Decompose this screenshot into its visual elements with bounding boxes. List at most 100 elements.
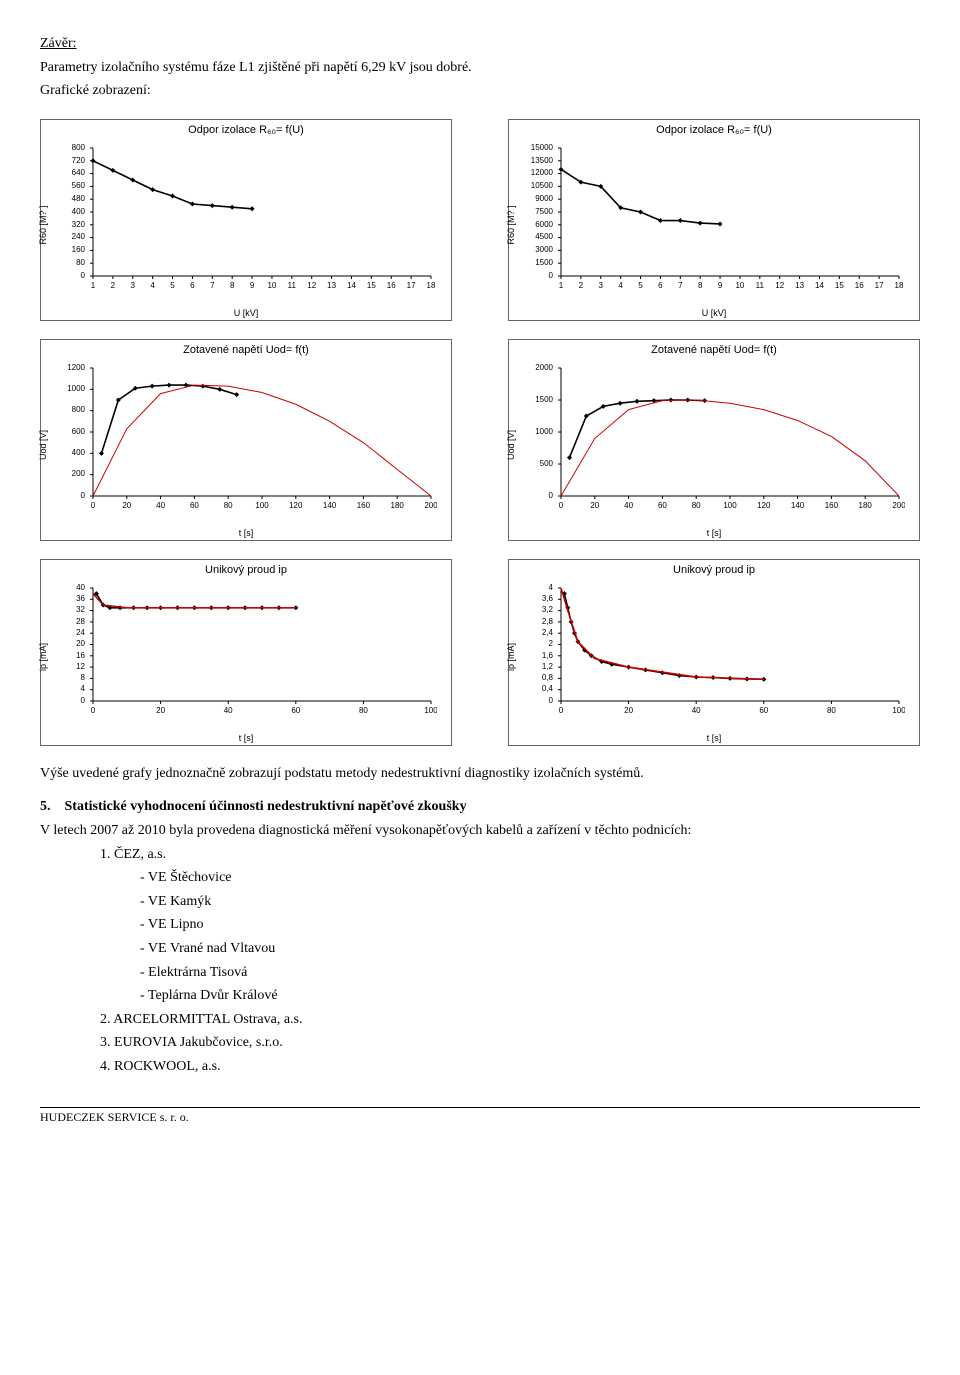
svg-text:80: 80	[359, 706, 368, 715]
y-tick-label: 0	[515, 271, 553, 280]
y-tick-label: 10500	[515, 181, 553, 190]
svg-text:12: 12	[307, 281, 316, 290]
svg-text:11: 11	[288, 281, 297, 290]
y-tick-label: 24	[47, 628, 85, 637]
svg-text:20: 20	[590, 501, 599, 510]
svg-text:10: 10	[267, 281, 276, 290]
svg-text:8: 8	[698, 281, 703, 290]
svg-text:5: 5	[170, 281, 175, 290]
list-item: - VE Lipno	[140, 915, 920, 935]
svg-text:0: 0	[559, 501, 564, 510]
svg-text:100: 100	[255, 501, 269, 510]
graficke-heading: Grafické zobrazení:	[40, 81, 920, 101]
y-tick-label: 1000	[47, 384, 85, 393]
svg-text:6: 6	[658, 281, 663, 290]
x-axis-label: t [s]	[707, 528, 722, 538]
y-tick-label: 720	[47, 156, 85, 165]
svg-text:180: 180	[391, 501, 405, 510]
svg-text:60: 60	[658, 501, 667, 510]
svg-text:160: 160	[825, 501, 839, 510]
svg-text:60: 60	[291, 706, 300, 715]
svg-text:100: 100	[892, 706, 905, 715]
y-tick-label: 12	[47, 662, 85, 671]
chart-uod-left: Zotavené napětí Uod= f(t)Uod [V]t [s]020…	[40, 339, 452, 541]
x-axis-label: U [kV]	[702, 308, 727, 318]
y-tick-label: 0,8	[515, 673, 553, 682]
svg-text:3: 3	[131, 281, 136, 290]
y-tick-label: 400	[47, 448, 85, 457]
y-tick-label: 2,8	[515, 617, 553, 626]
svg-text:200: 200	[424, 501, 437, 510]
y-tick-label: 32	[47, 605, 85, 614]
y-tick-label: 13500	[515, 156, 553, 165]
svg-text:40: 40	[156, 501, 165, 510]
svg-text:120: 120	[757, 501, 771, 510]
section-5-heading: 5. Statistické vyhodnocení účinnosti ned…	[40, 797, 920, 817]
svg-text:40: 40	[692, 706, 701, 715]
svg-text:0: 0	[559, 706, 564, 715]
y-tick-label: 500	[515, 459, 553, 468]
chart-r60-left: Odpor izolace R₆₀= f(U)R60 [M? ]U [kV]12…	[40, 119, 452, 321]
svg-text:60: 60	[190, 501, 199, 510]
y-tick-label: 0,4	[515, 684, 553, 693]
x-axis-label: t [s]	[707, 733, 722, 743]
y-tick-label: 12000	[515, 168, 553, 177]
y-tick-label: 8	[47, 673, 85, 682]
y-tick-label: 40	[47, 583, 85, 592]
y-tick-label: 3,6	[515, 594, 553, 603]
chart-title: Unikový proud ip	[41, 564, 451, 576]
list-item: 2. ARCELORMITTAL Ostrava, a.s.	[100, 1010, 920, 1030]
x-axis-label: t [s]	[239, 733, 254, 743]
company-list: 1. ČEZ, a.s.- VE Štěchovice- VE Kamýk- V…	[40, 845, 920, 1077]
svg-text:2: 2	[111, 281, 116, 290]
svg-text:140: 140	[323, 501, 337, 510]
y-tick-label: 2000	[515, 363, 553, 372]
svg-text:8: 8	[230, 281, 235, 290]
svg-text:4: 4	[618, 281, 623, 290]
list-item: 1. ČEZ, a.s.	[100, 845, 920, 865]
svg-text:180: 180	[859, 501, 873, 510]
svg-text:80: 80	[692, 501, 701, 510]
svg-text:80: 80	[827, 706, 836, 715]
chart-ip-right: Unikový proud ipip [mA]t [s]020406080100…	[508, 559, 920, 746]
list-item: - VE Vrané nad Vltavou	[140, 939, 920, 959]
svg-text:15: 15	[367, 281, 376, 290]
zaver-heading: Závěr:	[40, 34, 920, 54]
y-tick-label: 3000	[515, 245, 553, 254]
y-tick-label: 0	[515, 491, 553, 500]
y-tick-label: 600	[47, 427, 85, 436]
y-tick-label: 1,6	[515, 651, 553, 660]
y-tick-label: 400	[47, 207, 85, 216]
chart-title: Unikový proud ip	[509, 564, 919, 576]
intro-text: Parametry izolačního systému fáze L1 zji…	[40, 58, 920, 78]
y-tick-label: 1500	[515, 395, 553, 404]
svg-text:17: 17	[875, 281, 884, 290]
y-tick-label: 4	[515, 583, 553, 592]
list-item: 3. EUROVIA Jakubčovice, s.r.o.	[100, 1033, 920, 1053]
y-tick-label: 7500	[515, 207, 553, 216]
svg-text:3: 3	[599, 281, 604, 290]
svg-text:18: 18	[895, 281, 904, 290]
chart-title: Odpor izolace R₆₀= f(U)	[41, 124, 451, 136]
svg-text:2: 2	[579, 281, 584, 290]
y-tick-label: 800	[47, 405, 85, 414]
svg-text:1: 1	[559, 281, 564, 290]
svg-text:17: 17	[407, 281, 416, 290]
x-axis-label: U [kV]	[234, 308, 259, 318]
vyse-paragraph: Výše uvedené grafy jednoznačně zobrazují…	[40, 764, 920, 784]
svg-text:5: 5	[638, 281, 643, 290]
chart-ip-left: Unikový proud ipip [mA]t [s]020406080100…	[40, 559, 452, 746]
y-tick-label: 2,4	[515, 628, 553, 637]
y-tick-label: 16	[47, 651, 85, 660]
svg-text:0: 0	[91, 706, 96, 715]
chart-title: Odpor izolace R₆₀= f(U)	[509, 124, 919, 136]
y-tick-label: 1500	[515, 258, 553, 267]
y-tick-label: 160	[47, 245, 85, 254]
svg-text:200: 200	[892, 501, 905, 510]
svg-text:9: 9	[718, 281, 723, 290]
svg-text:140: 140	[791, 501, 805, 510]
y-tick-label: 36	[47, 594, 85, 603]
y-tick-label: 3,2	[515, 605, 553, 614]
list-item: - VE Štěchovice	[140, 868, 920, 888]
y-tick-label: 80	[47, 258, 85, 267]
